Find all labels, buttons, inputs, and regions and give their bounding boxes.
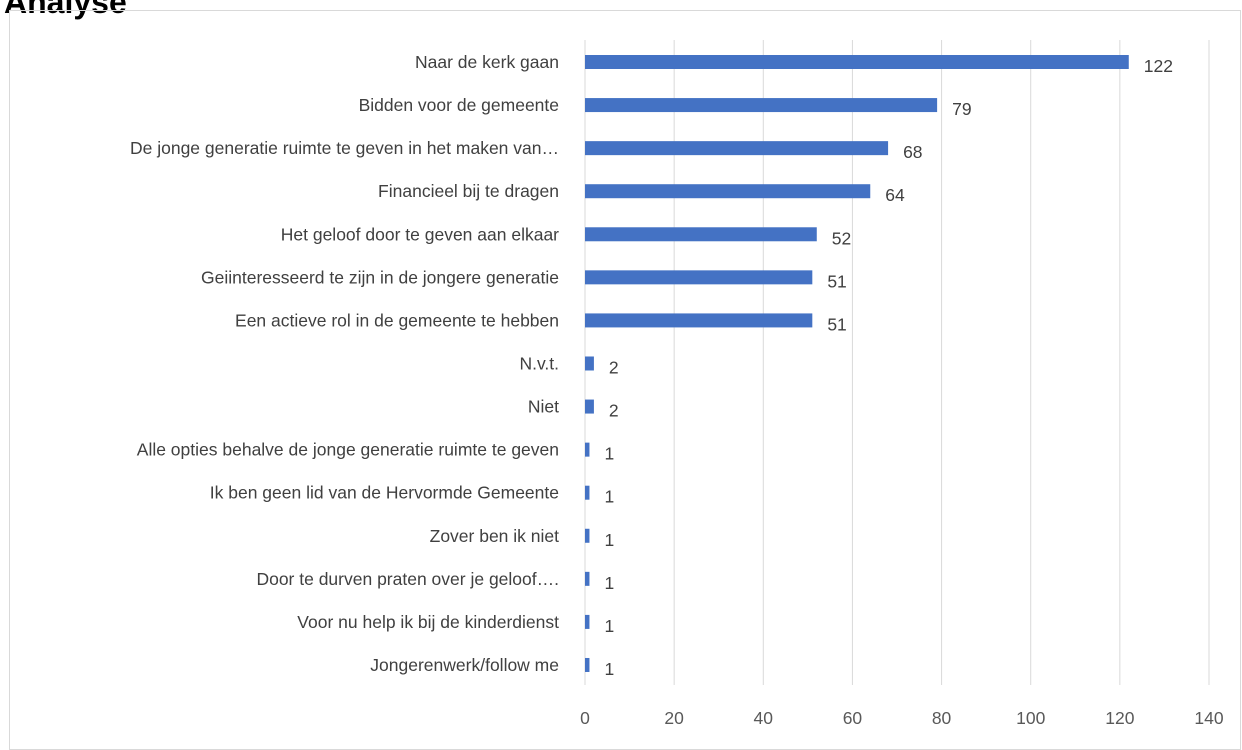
bar [585, 528, 590, 543]
data-label: 1 [604, 616, 614, 636]
x-tick-label: 120 [1105, 708, 1134, 728]
bar [585, 270, 813, 285]
category-label: Naar de kerk gaan [415, 52, 559, 72]
category-label: Een actieve rol in de gemeente te hebben [235, 310, 559, 330]
data-label: 2 [609, 357, 619, 377]
category-label: Niet [528, 397, 559, 417]
bar [585, 485, 590, 500]
data-label: 1 [604, 530, 614, 550]
data-label: 122 [1144, 56, 1173, 76]
x-tick-label: 60 [843, 708, 863, 728]
category-label: Voor nu help ik bij de kinderdienst [297, 612, 559, 632]
category-label: Bidden voor de gemeente [359, 95, 559, 115]
category-label: De jonge generatie ruimte te geven in he… [130, 138, 559, 158]
category-label: Jongerenwerk/follow me [370, 655, 559, 675]
x-tick-label: 20 [664, 708, 684, 728]
data-label: 2 [609, 401, 619, 421]
category-label: Alle opties behalve de jonge generatie r… [137, 440, 559, 460]
bar [585, 98, 938, 113]
bar [585, 356, 594, 371]
data-label: 1 [604, 444, 614, 464]
data-label: 52 [832, 228, 851, 248]
data-label: 1 [604, 659, 614, 679]
data-label: 68 [903, 142, 922, 162]
x-tick-label: 80 [932, 708, 952, 728]
data-label: 51 [827, 271, 846, 291]
category-label: Geiinteresseerd te zijn in de jongere ge… [201, 267, 559, 287]
data-label: 79 [952, 99, 971, 119]
category-label: Zover ben ik niet [430, 526, 560, 546]
bar [585, 399, 594, 414]
x-tick-label: 140 [1194, 708, 1223, 728]
bar [585, 657, 590, 672]
bar [585, 55, 1129, 69]
category-label: Door te durven praten over je geloof…. [256, 569, 559, 589]
data-labels: 122 79 68 64 52 51 51 2 2 1 1 1 1 1 1 [604, 56, 1173, 679]
bars [585, 55, 1129, 672]
bar [585, 141, 889, 156]
data-label: 1 [604, 487, 614, 507]
bar [585, 184, 871, 199]
category-label: N.v.t. [519, 353, 559, 373]
category-label: Het geloof door te geven aan elkaar [281, 224, 559, 244]
category-label: Financieel bij te dragen [378, 181, 559, 201]
bar [585, 571, 590, 586]
bar [585, 313, 813, 328]
x-tick-label: 0 [580, 708, 590, 728]
bar [585, 227, 817, 242]
data-label: 64 [885, 185, 905, 205]
category-labels: Naar de kerk gaan Bidden voor de gemeente… [130, 52, 559, 675]
gridlines [584, 40, 1210, 685]
x-axis-ticks: 0 20 40 60 80 100 120 140 [580, 708, 1224, 728]
category-label: Ik ben geen lid van de Hervormde Gemeent… [210, 483, 559, 503]
bar [585, 614, 590, 629]
x-tick-label: 40 [754, 708, 774, 728]
data-label: 51 [827, 314, 846, 334]
bar [585, 442, 590, 457]
data-label: 1 [604, 573, 614, 593]
x-tick-label: 100 [1016, 708, 1045, 728]
